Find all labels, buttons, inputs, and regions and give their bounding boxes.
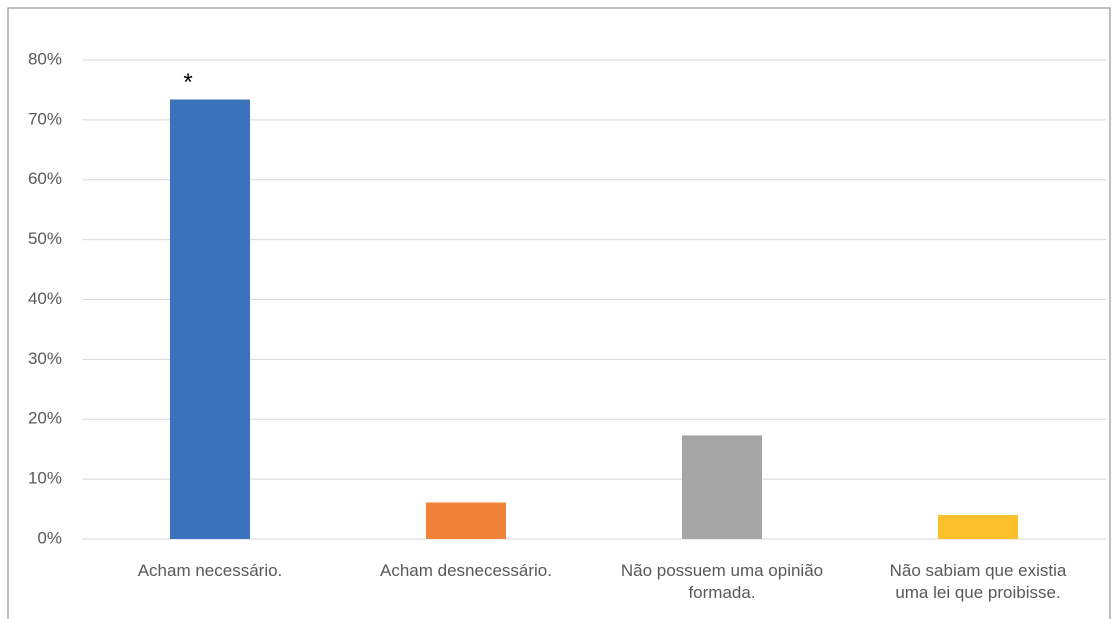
y-tick-label: 40% bbox=[28, 289, 62, 308]
bar bbox=[170, 99, 250, 539]
chart-frame bbox=[7, 7, 1111, 619]
bar bbox=[426, 502, 506, 539]
x-tick-label: Não possuem uma opinião formada. bbox=[620, 561, 824, 602]
y-tick-label: 60% bbox=[28, 169, 62, 188]
bar bbox=[682, 435, 762, 539]
bar bbox=[938, 515, 1018, 539]
y-tick-label: 80% bbox=[28, 49, 62, 68]
y-tick-label: 20% bbox=[28, 409, 62, 428]
x-tick-label: Não sabiam que existia uma lei que proib… bbox=[889, 561, 1067, 602]
y-tick-label: 70% bbox=[28, 109, 62, 128]
y-tick-label: 50% bbox=[28, 229, 62, 248]
y-tick-label: 0% bbox=[37, 528, 62, 547]
y-tick-label: 10% bbox=[28, 469, 62, 488]
x-tick-label: Acham desnecessário. bbox=[380, 561, 552, 580]
x-tick-label: Acham necessário. bbox=[137, 561, 283, 580]
annotation: * bbox=[183, 69, 192, 96]
y-tick-label: 30% bbox=[28, 349, 62, 368]
